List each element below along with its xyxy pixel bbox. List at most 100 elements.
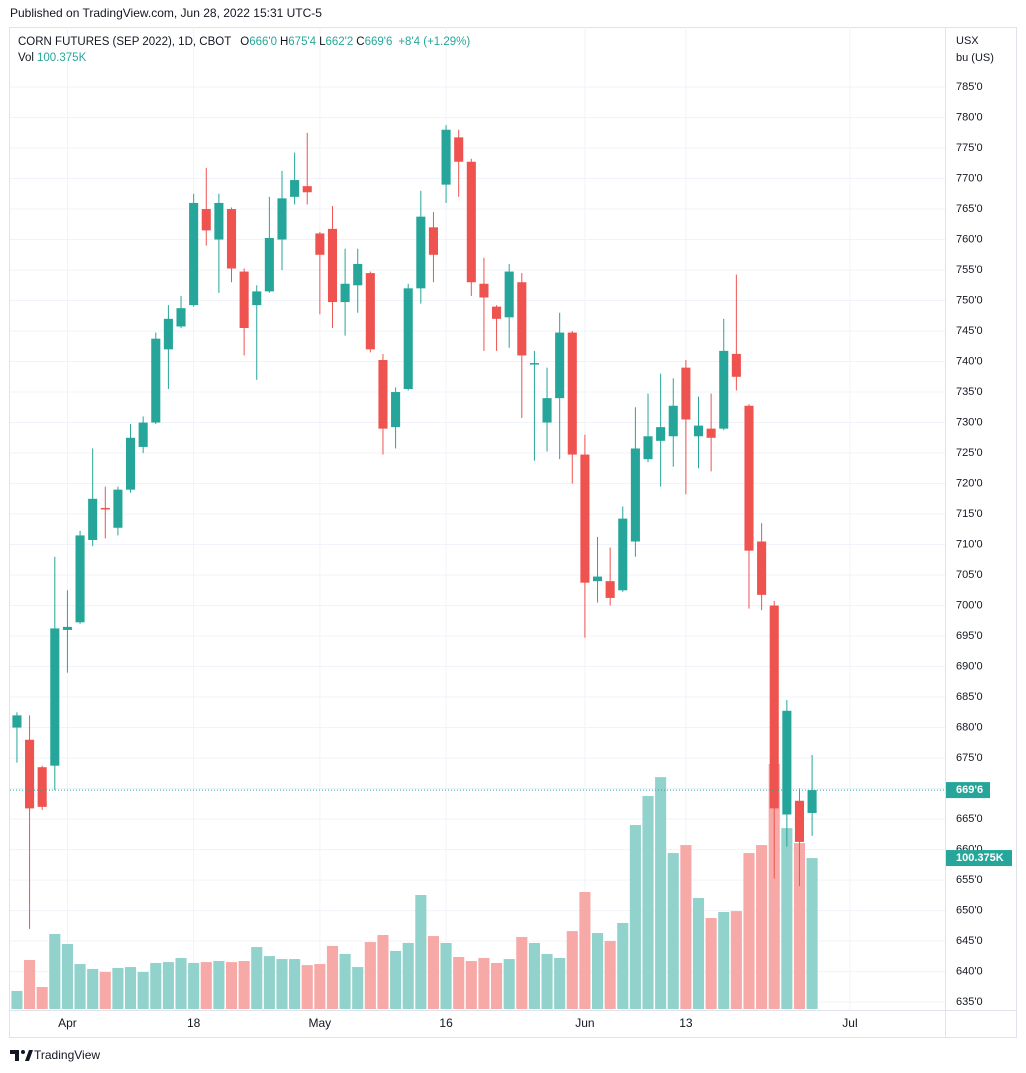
legend-value: 666'0 <box>249 36 277 48</box>
volume-bar <box>112 967 124 1009</box>
last-price-tag <box>946 782 990 799</box>
axes-layer: 635'0640'0645'0650'0655'0660'0665'0670'0… <box>58 81 1012 1030</box>
volume-bar <box>478 958 490 1009</box>
volume-bar <box>326 945 339 1009</box>
y-tick-label: 655'0 <box>956 874 983 886</box>
volume-bar <box>289 959 301 1009</box>
legend-value: 669'6 <box>364 36 393 48</box>
volume-bar <box>591 933 604 1009</box>
volume-bar <box>730 911 742 1009</box>
y-tick-label: 635'0 <box>956 996 983 1008</box>
volume-bar <box>427 936 440 1009</box>
volume-bar <box>99 972 111 1009</box>
volume-bar <box>756 845 768 1009</box>
y-tick-label: 675'0 <box>956 752 983 764</box>
candle-body <box>100 507 110 510</box>
candle-body <box>479 283 489 298</box>
candle-body <box>151 338 161 423</box>
candle-body <box>302 186 312 193</box>
candle-body <box>706 428 716 438</box>
volume-bar <box>793 843 806 1009</box>
volume-bar <box>364 942 376 1009</box>
volume-bar <box>188 962 200 1009</box>
x-tick-label: 18 <box>187 1016 201 1030</box>
candle-body <box>807 790 817 813</box>
candle-body <box>37 767 47 807</box>
legend-key: C <box>356 36 365 48</box>
legend-row: CORN FUTURES (SEP 2022), 1D, CBOT O666'0 H… <box>18 34 473 50</box>
candle-body <box>138 422 148 447</box>
legend-key: O <box>240 36 250 48</box>
y-tick-label: 765'0 <box>956 203 983 215</box>
candle-body <box>605 581 615 598</box>
volume-bar <box>200 962 212 1009</box>
candle-body <box>290 180 300 197</box>
volume-bar <box>225 962 238 1009</box>
legend-volume-title: Vol <box>18 52 34 64</box>
candle-body <box>618 518 628 591</box>
volume-bar <box>24 959 36 1009</box>
y-tick-label: 710'0 <box>956 538 983 550</box>
x-tick-label: May <box>309 1016 332 1030</box>
y-tick-label: 785'0 <box>956 81 983 93</box>
volume-bar <box>415 894 427 1009</box>
candle-body <box>466 161 476 283</box>
candle-body <box>504 271 514 318</box>
candle-body <box>794 800 805 842</box>
candle-body <box>62 626 72 630</box>
y-tick-label: 740'0 <box>956 355 983 367</box>
y-tick-label: 705'0 <box>956 569 983 581</box>
volume-bar <box>263 956 275 1009</box>
candle-body <box>189 202 199 306</box>
volume-bar <box>124 967 137 1009</box>
volume-bar <box>11 990 23 1009</box>
y-tick-label: 725'0 <box>956 447 983 459</box>
candle-body <box>239 271 249 328</box>
candle-body <box>731 353 741 377</box>
y-tick-label: 780'0 <box>956 111 983 123</box>
candle-body <box>315 233 325 255</box>
candle-body <box>226 209 237 269</box>
y-tick-label: 650'0 <box>956 904 983 916</box>
y-tick-label: 745'0 <box>956 325 983 337</box>
volume-bar <box>453 956 465 1009</box>
y-tick-label: 685'0 <box>956 691 983 703</box>
volume-bar <box>642 796 654 1009</box>
footer: TradingView <box>34 1048 100 1062</box>
candle-body <box>580 454 590 583</box>
volume-bar <box>705 918 717 1009</box>
y-tick-label: 770'0 <box>956 172 983 184</box>
candle-body <box>441 129 451 185</box>
volume-bar <box>87 968 99 1009</box>
candle-body <box>88 498 98 540</box>
legend: CORN FUTURES (SEP 2022), 1D, CBOT O666'0 H… <box>18 34 473 66</box>
volume-bar <box>36 987 48 1009</box>
y-tick-label: 700'0 <box>956 599 983 611</box>
volume-bar <box>465 961 477 1009</box>
candle-body <box>492 306 502 319</box>
y-tick-label: 695'0 <box>956 630 983 642</box>
volume-bar <box>339 953 351 1009</box>
legend-value: 662'2 <box>325 36 354 48</box>
volume-bar <box>528 942 540 1009</box>
y-tick-label: 775'0 <box>956 142 983 154</box>
x-tick-label: 16 <box>439 1016 453 1030</box>
x-tick-label: Apr <box>58 1016 77 1030</box>
candle-body <box>416 216 426 289</box>
legend-row: Vol 100.375K <box>18 50 473 66</box>
y-unit: bu (US) <box>956 52 994 64</box>
candle-body <box>12 715 22 728</box>
legend-change: +8'4 (+1.29%) <box>398 36 471 48</box>
volume-bar <box>655 777 667 1009</box>
candle-body <box>113 489 123 528</box>
candle-body <box>403 288 413 389</box>
candle-body <box>327 228 338 303</box>
volume-bar <box>390 950 402 1009</box>
candle-body <box>529 363 539 365</box>
candle-body <box>214 202 224 240</box>
candle-body <box>719 350 729 429</box>
volume-bar <box>377 935 389 1009</box>
y-tick-label: 715'0 <box>956 508 983 520</box>
candle-body <box>454 137 464 162</box>
